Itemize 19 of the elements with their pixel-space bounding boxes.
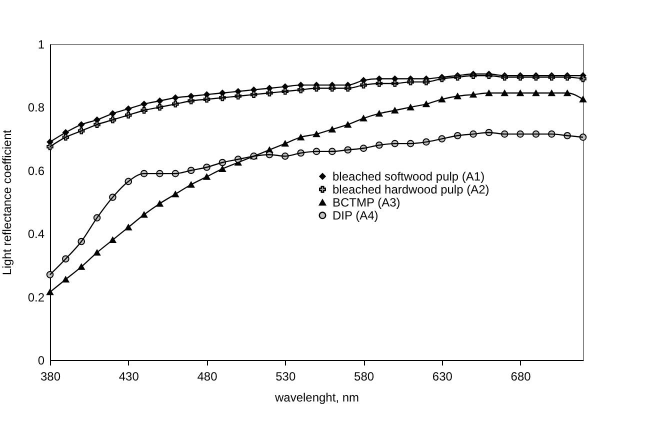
x-tick-label: 580 (354, 370, 374, 384)
x-tick-label: 380 (40, 370, 61, 384)
y-tick-label: 0.8 (28, 100, 45, 115)
y-axis-title: Light reflectance coefficient (0, 129, 14, 276)
x-tick-label: 430 (118, 370, 140, 384)
legend-label: bleached softwood pulp (A1) (332, 169, 485, 184)
x-axis-title: wavelenght, nm (274, 390, 360, 404)
x-tick-label: 630 (432, 370, 453, 384)
y-tick-label: 0.4 (28, 227, 45, 242)
x-tick-label: 530 (276, 370, 296, 384)
y-tick-label: 0.6 (28, 164, 45, 178)
x-tick-label: 680 (510, 370, 532, 384)
x-tick-label: 480 (197, 370, 218, 384)
y-tick-label: 0 (38, 354, 45, 368)
legend-label: BCTMP (A3) (332, 195, 400, 210)
legend-label: bleached hardwood pulp (A2) (332, 182, 490, 196)
y-tick-label: 0.2 (28, 290, 45, 304)
legend-label: DIP (A4) (332, 208, 378, 222)
y-tick-label: 1 (38, 38, 45, 52)
